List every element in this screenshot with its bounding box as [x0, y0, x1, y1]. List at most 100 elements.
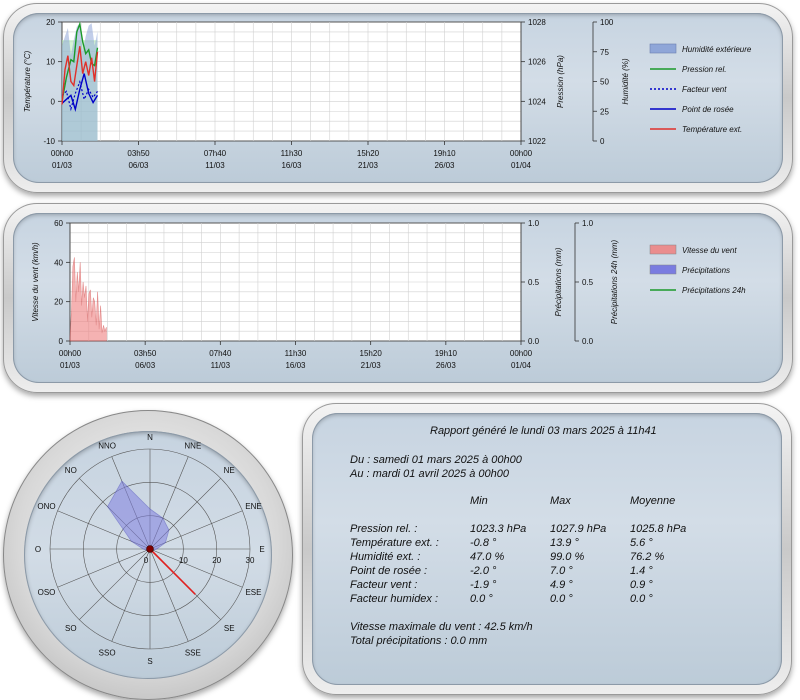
rose-spoke: [79, 548, 151, 620]
right-axis-2-tick-label: 0.0: [582, 337, 594, 346]
row-min: -0.8 °: [470, 537, 497, 549]
rose-direction-label: OSO: [38, 588, 56, 597]
rose-direction-label: ESE: [245, 588, 261, 597]
legend-label: Température ext.: [682, 125, 742, 134]
row-label: Température ext. :: [350, 537, 439, 549]
row-avg: 0.0 °: [630, 593, 653, 605]
left-axis-tick-label: 0: [51, 97, 56, 106]
rose-direction-label: NE: [224, 466, 235, 475]
rose-direction-label: SO: [65, 624, 77, 633]
right-axis-1-label: Pression (hPa): [556, 55, 565, 108]
x-tick-label: 11h30: [285, 349, 307, 358]
x-tick-label: 15h20: [357, 149, 380, 158]
right-axis-2-label: Précipitations 24h (mm): [610, 239, 619, 324]
right-axis-2-tick-label: 0: [600, 137, 605, 146]
x-tick-label: 00h00: [510, 149, 533, 158]
header-min: Min: [470, 495, 488, 507]
legend-label: Vitesse du vent: [682, 246, 737, 255]
right-axis-2-tick-label: 75: [600, 48, 609, 57]
legend-label: Pression rel.: [682, 65, 726, 74]
row-max: 0.0 °: [550, 593, 573, 605]
x-tick-label: 07h40: [209, 349, 232, 358]
header-max: Max: [550, 495, 571, 507]
row-avg: 1025.8 hPa: [630, 523, 687, 535]
rose-direction-label: SSE: [185, 648, 201, 657]
series-dewpoint: [61, 73, 99, 112]
row-min: 47.0 %: [470, 551, 505, 563]
legend-label: Précipitations 24h: [682, 286, 746, 295]
row-min: 0.0 °: [470, 593, 493, 605]
x-tick-label: 19h10: [433, 149, 456, 158]
row-max: 99.0 %: [550, 551, 585, 563]
x-tick-date: 16/03: [285, 361, 306, 370]
rose-direction-label: SE: [224, 624, 235, 633]
right-axis-1-tick-label: 1022: [528, 137, 546, 146]
x-tick-label: 11h30: [281, 149, 303, 158]
rose-spoke: [57, 548, 151, 588]
left-axis-tick-label: 10: [46, 58, 55, 67]
rose-direction-label: NNE: [184, 442, 201, 451]
total-precip: Total précipitations : 0.0 mm: [350, 635, 488, 647]
rose-direction-label: ENE: [245, 502, 261, 511]
series-windchill: [61, 79, 98, 112]
x-tick-date: 06/03: [128, 161, 149, 170]
row-avg: 76.2 %: [630, 551, 665, 563]
windrose-gauge: [3, 410, 293, 700]
right-axis-2-tick-label: 25: [600, 107, 609, 116]
rose-ring-label: 0: [144, 556, 149, 565]
row-min: 1023.3 hPa: [470, 523, 527, 535]
right-axis-1-tick-label: 1024: [528, 97, 546, 106]
row-max: 13.9 °: [550, 537, 579, 549]
right-axis-1-tick-label: 1026: [528, 58, 546, 67]
x-tick-label: 15h20: [360, 349, 383, 358]
row-label: Humidité ext. :: [350, 551, 421, 563]
right-axis-1-tick-label: 1.0: [528, 219, 540, 228]
x-tick-date: 01/04: [511, 161, 532, 170]
legend-label: Humidité extérieure: [682, 45, 752, 54]
series-temperature: [61, 46, 99, 105]
wind-chart: 00h00 01/03 03h50 06/03 07h40 11/03 11h30 16/03…: [31, 219, 746, 370]
rose-spoke: [149, 548, 243, 588]
left-axis-label: Vitesse du vent (km/h): [31, 242, 40, 322]
x-tick-date: 01/04: [511, 361, 532, 370]
right-axis-1-tick-label: 0.5: [528, 278, 540, 287]
rose-ring-label: 10: [179, 556, 188, 565]
report-title: Rapport généré le lundi 03 mars 2025 à 1…: [430, 425, 657, 437]
legend-swatch: [649, 264, 677, 275]
rose-ring-label: 30: [246, 556, 255, 565]
rose-direction-pointer: [149, 548, 196, 595]
rose-direction-label: NO: [65, 466, 77, 475]
x-tick-date: 01/03: [52, 161, 73, 170]
rose-frequency-area: [107, 480, 170, 552]
plot-1: 00h00 01/03 03h50 06/03 07h40 11/03 11h30 16/03…: [23, 18, 752, 170]
plot-2: 00h00 01/03 03h50 06/03 07h40 11/03 11h30 16/03…: [31, 219, 746, 370]
right-axis-2-tick-label: 100: [600, 18, 614, 27]
x-tick-date: 06/03: [135, 361, 156, 370]
row-min: -2.0 °: [470, 565, 497, 577]
x-tick-date: 21/03: [361, 361, 382, 370]
row-label: Facteur humidex :: [350, 593, 439, 605]
left-axis-tick-label: 20: [54, 298, 63, 307]
row-label: Pression rel. :: [350, 523, 418, 535]
legend-label: Point de rosée: [682, 105, 734, 114]
x-tick-date: 26/03: [436, 361, 457, 370]
temperature-chart: 00h00 01/03 03h50 06/03 07h40 11/03 11h30 16/03…: [23, 18, 752, 170]
x-tick-date: 26/03: [434, 161, 455, 170]
rose-direction-label: O: [35, 545, 41, 554]
max-wind: Vitesse maximale du vent : 42.5 km/h: [350, 621, 533, 633]
rose-direction-label: E: [259, 545, 264, 554]
row-avg: 1.4 °: [630, 565, 653, 577]
report: Rapport généré le lundi 03 mars 2025 à 1…: [302, 403, 792, 695]
x-tick-date: 11/03: [205, 161, 225, 170]
right-axis-2-tick-label: 0.5: [582, 278, 594, 287]
left-axis-tick-label: 0: [59, 337, 64, 346]
right-axis-2-tick-label: 50: [600, 78, 609, 87]
legend-label: Précipitations: [682, 266, 730, 275]
x-tick-date: 16/03: [281, 161, 302, 170]
left-axis-tick-label: 60: [54, 219, 63, 228]
row-max: 7.0 °: [550, 565, 573, 577]
x-tick-label: 00h00: [59, 349, 82, 358]
x-tick-label: 00h00: [51, 149, 74, 158]
rose-direction-label: ONO: [37, 502, 55, 511]
